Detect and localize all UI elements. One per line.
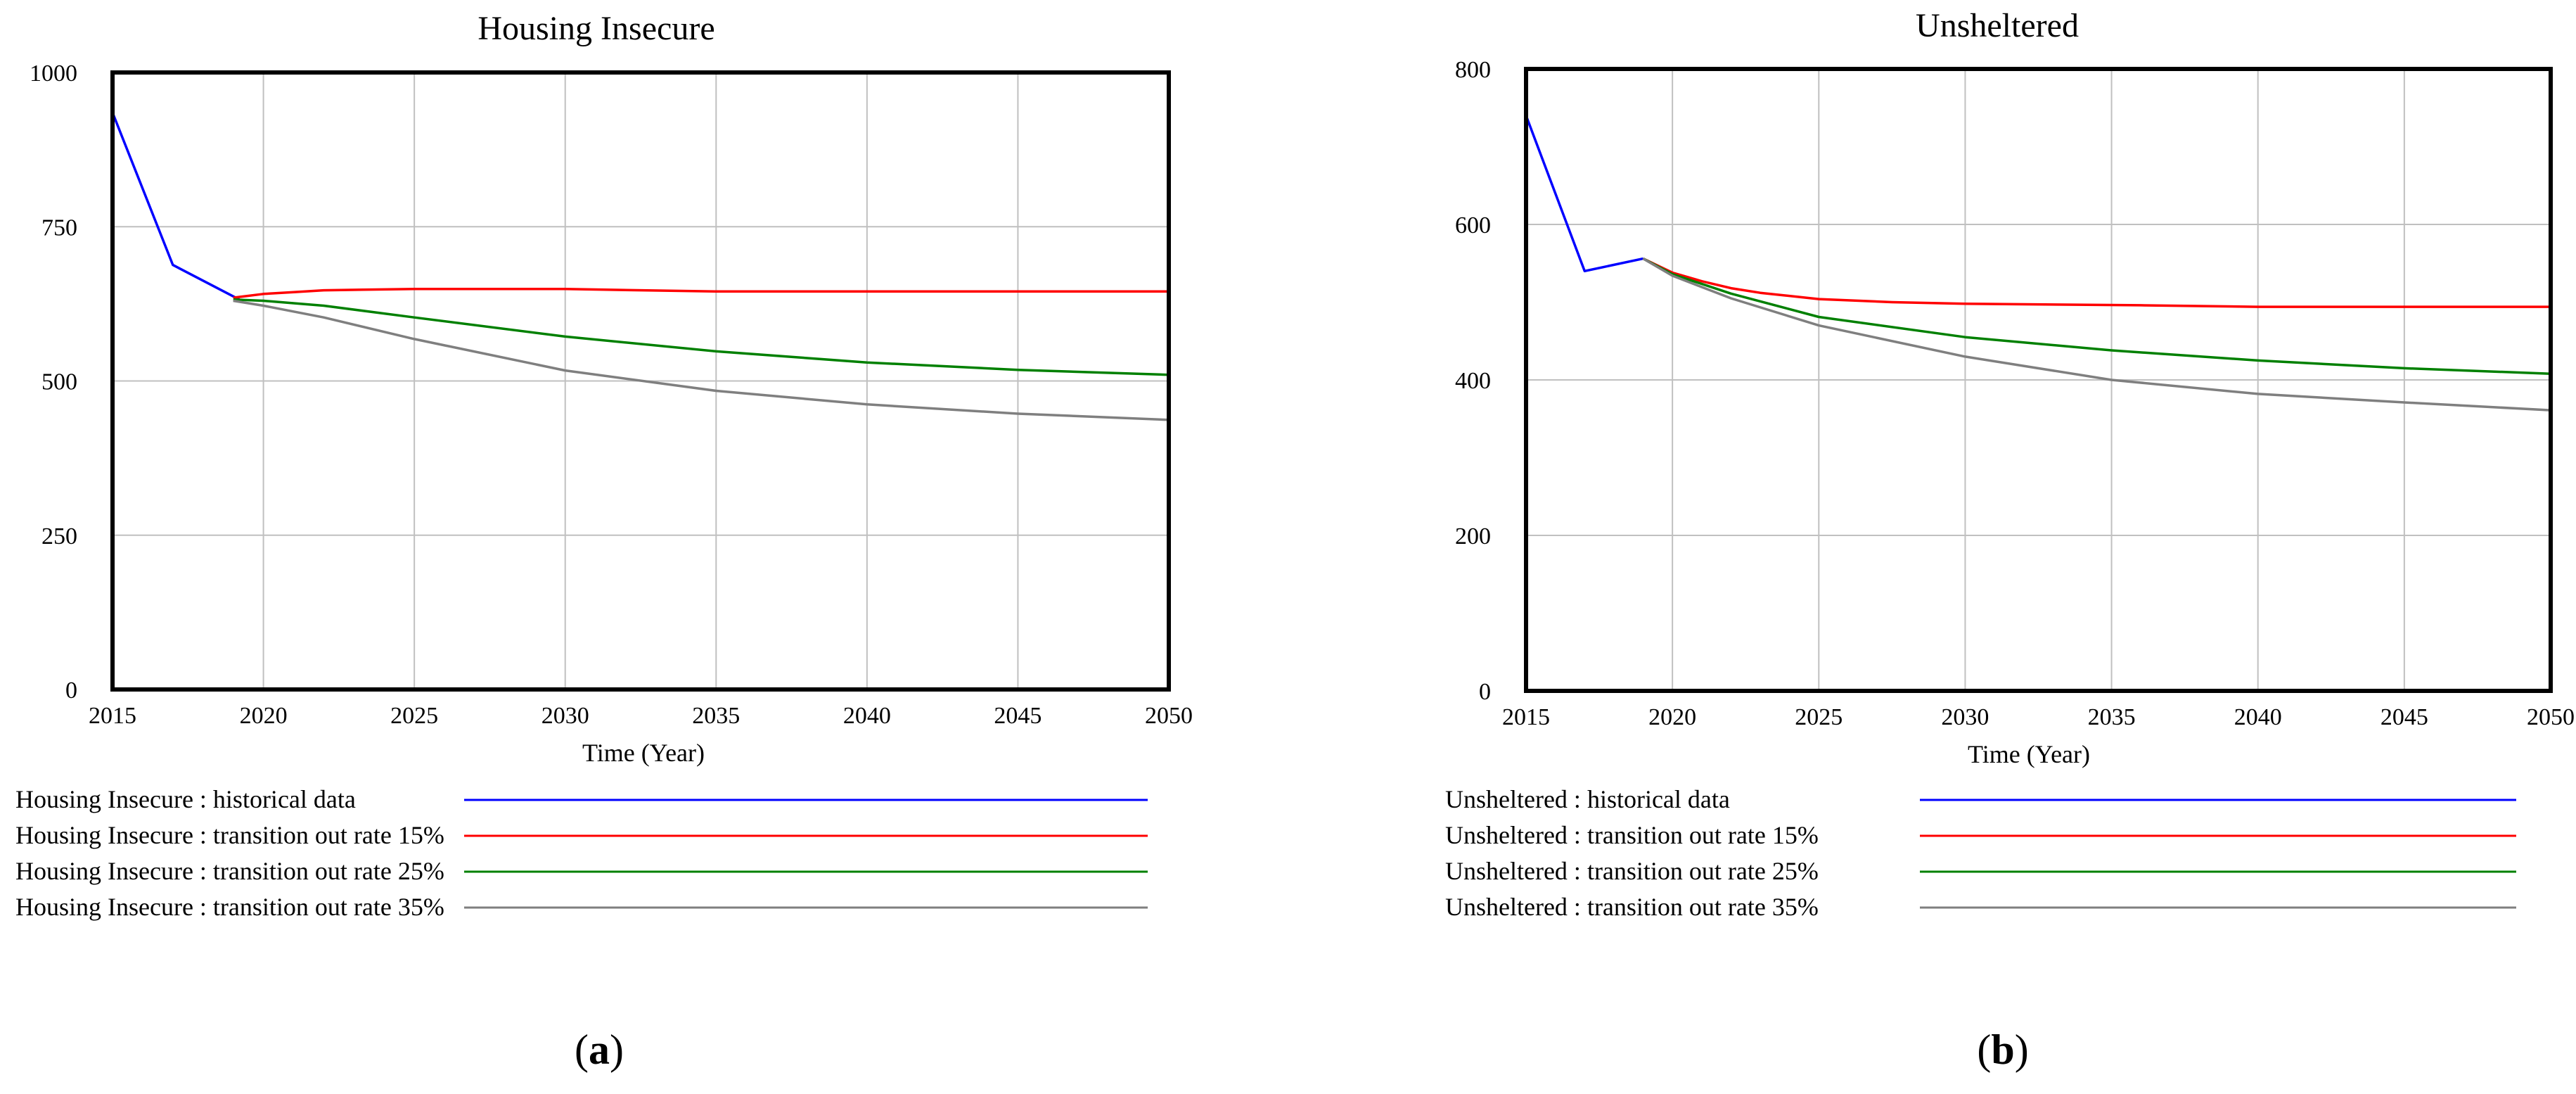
x-tick-label: 2045 [2380, 704, 2428, 730]
y-tick-label: 0 [1479, 679, 1491, 705]
y-tick-label: 250 [41, 523, 77, 549]
x-tick-label: 2050 [2527, 704, 2575, 730]
y-tick-label: 400 [1455, 368, 1491, 394]
x-tick-label: 2040 [843, 703, 891, 729]
x-tick-label: 2040 [2234, 704, 2282, 730]
y-tick-label: 0 [65, 678, 77, 704]
caption-letter: a [589, 1026, 610, 1073]
y-tick-label: 200 [1455, 523, 1491, 549]
chart-housing-insecure: Housing Insecure Time (Year) (a) 2015 202… [15, 10, 1193, 1073]
legend-label: Housing Insecure : historical data [15, 785, 356, 813]
x-tick-label: 2045 [994, 703, 1042, 729]
series-line-0 [111, 112, 241, 301]
x-tick-label: 2035 [692, 703, 740, 729]
y-tick-label: 1000 [30, 61, 77, 87]
plot-frame [110, 70, 1171, 692]
x-tick-label: 2025 [1795, 704, 1843, 730]
chart-unsheltered: Unsheltered Time (Year) (b) 2015 2020 2025… [1445, 7, 2575, 1073]
series-line-1 [1642, 257, 2551, 308]
legend-label: Unsheltered : transition out rate 25% [1445, 857, 1819, 885]
x-tick-label: 2025 [390, 703, 438, 729]
x-tick-label: 2015 [1502, 704, 1550, 730]
x-tick-label: 2030 [542, 703, 589, 729]
x-tick-label: 2020 [1648, 704, 1696, 730]
y-tick-label: 750 [41, 215, 77, 241]
x-tick-label: 2030 [1941, 704, 1989, 730]
series-line-2 [1642, 257, 2551, 375]
caption-letter: b [1991, 1026, 2014, 1073]
caption-a: (a) [575, 1026, 624, 1073]
y-tick-label: 800 [1455, 57, 1491, 83]
chart-title: Unsheltered [1916, 7, 2079, 44]
y-tick-label: 600 [1455, 212, 1491, 238]
series-line-2 [233, 298, 1170, 376]
x-axis-label: Time (Year) [1968, 740, 2090, 768]
x-tick-label: 2035 [2088, 704, 2136, 730]
series-line-3 [233, 299, 1170, 421]
legend-label: Unsheltered : transition out rate 35% [1445, 893, 1819, 921]
y-tick-label: 500 [41, 369, 77, 395]
caption-b: (b) [1977, 1026, 2028, 1073]
x-axis-label: Time (Year) [582, 739, 705, 767]
legend-label: Housing Insecure : transition out rate 2… [15, 857, 444, 885]
x-tick-label: 2050 [1145, 703, 1193, 729]
plot-frame [1524, 67, 2553, 693]
legend-label: Unsheltered : historical data [1445, 785, 1730, 813]
x-tick-label: 2020 [240, 703, 288, 729]
legend-label: Unsheltered : transition out rate 15% [1445, 821, 1819, 849]
x-tick-label: 2015 [89, 703, 136, 729]
series-line-0 [1525, 115, 1643, 273]
series-line-3 [1642, 257, 2551, 412]
chart-title: Housing Insecure [478, 10, 715, 47]
legend-label: Housing Insecure : transition out rate 3… [15, 893, 444, 921]
series-line-1 [233, 288, 1169, 299]
legend-label: Housing Insecure : transition out rate 1… [15, 821, 444, 849]
